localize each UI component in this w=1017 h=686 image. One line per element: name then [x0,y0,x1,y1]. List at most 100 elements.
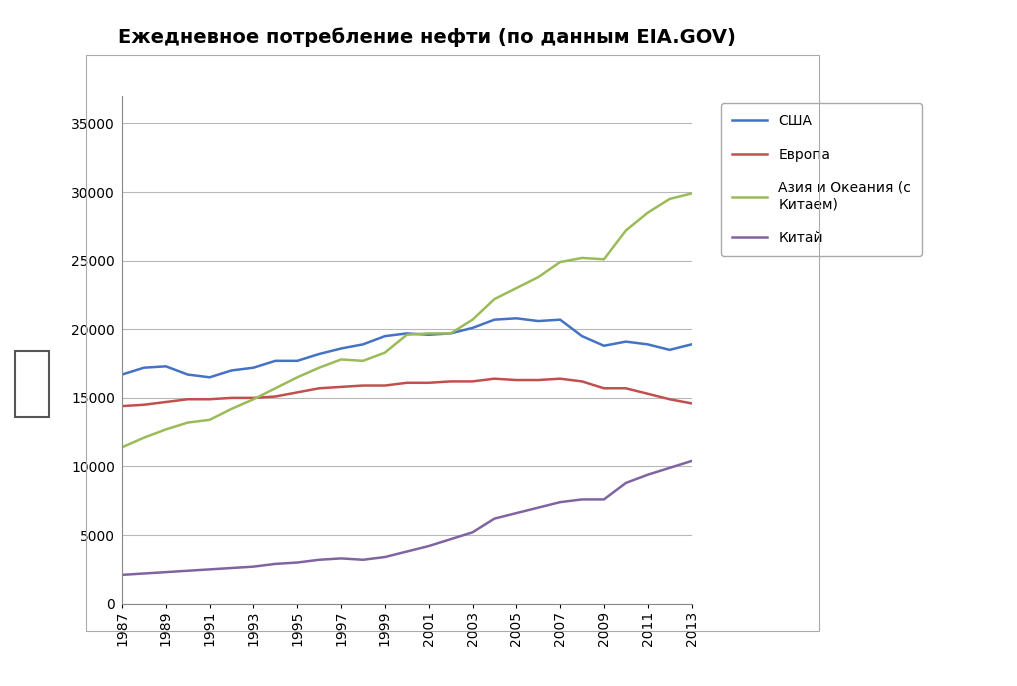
Китай [401,547,413,556]
США [357,340,369,348]
Европа [511,376,523,384]
Азия и Океания (с
Китаем) [313,364,325,372]
Китай [138,569,151,578]
Азия и Океания (с
Китаем) [467,316,479,324]
Европа [488,375,500,383]
Китай [226,564,238,572]
Азия и Океания (с
Китаем) [511,284,523,292]
Европа [335,383,347,391]
Legend: США, Европа, Азия и Океания (с
Китаем), Китай: США, Европа, Азия и Океания (с Китаем), … [721,103,922,256]
Европа [270,392,282,401]
Европа [160,398,172,406]
США [467,324,479,332]
Азия и Океания (с
Китаем) [488,295,500,303]
Азия и Океания (с
Китаем) [619,226,632,235]
Азия и Океания (с
Китаем) [444,329,457,338]
Китай [378,553,391,561]
Китай [619,479,632,487]
Азия и Океания (с
Китаем) [203,416,216,424]
Азия и Океания (с
Китаем) [685,189,698,198]
Китай [423,542,435,550]
Азия и Океания (с
Китаем) [116,443,128,451]
Азия и Океания (с
Китаем) [642,209,654,217]
Line: США: США [122,318,692,377]
Европа [444,377,457,386]
Азия и Океания (с
Китаем) [423,329,435,338]
Line: Европа: Европа [122,379,692,406]
Китай [357,556,369,564]
Китай [663,464,675,472]
Text: Ежедневное потребление нефти (по данным EIA.GOV): Ежедневное потребление нефти (по данным … [118,27,736,47]
Азия и Океания (с
Китаем) [138,434,151,442]
Азия и Океания (с
Китаем) [598,255,610,263]
Азия и Океания (с
Китаем) [532,273,544,281]
Китай [488,514,500,523]
Азия и Океания (с
Китаем) [270,384,282,392]
США [619,338,632,346]
США [270,357,282,365]
Line: Азия и Океания (с
Китаем): Азия и Океания (с Китаем) [122,193,692,447]
Азия и Океания (с
Китаем) [357,357,369,365]
Азия и Океания (с
Китаем) [160,425,172,434]
Китай [511,509,523,517]
Европа [203,395,216,403]
США [226,366,238,375]
Европа [313,384,325,392]
Китай [532,504,544,512]
США [532,317,544,325]
Китай [444,535,457,543]
Европа [598,384,610,392]
США [182,370,194,379]
Китай [160,568,172,576]
Bar [15,351,49,417]
Азия и Океания (с
Китаем) [663,195,675,203]
США [663,346,675,354]
Европа [576,377,588,386]
США [116,370,128,379]
США [335,344,347,353]
Европа [357,381,369,390]
Европа [532,376,544,384]
Европа [182,395,194,403]
США [642,340,654,348]
Китай [642,471,654,479]
США [488,316,500,324]
США [444,329,457,338]
Европа [116,402,128,410]
Европа [663,395,675,403]
Европа [423,379,435,387]
Китай [685,457,698,465]
США [423,331,435,339]
Китай [576,495,588,504]
Азия и Океания (с
Китаем) [378,348,391,357]
Китай [270,560,282,568]
США [138,364,151,372]
Европа [378,381,391,390]
Европа [138,401,151,409]
Европа [554,375,566,383]
Азия и Океания (с
Китаем) [291,373,303,381]
США [554,316,566,324]
Европа [226,394,238,402]
Китай [247,563,259,571]
Line: Китай: Китай [122,461,692,575]
Европа [247,394,259,402]
Азия и Океания (с
Китаем) [576,254,588,262]
Азия и Океания (с
Китаем) [226,405,238,413]
Китай [116,571,128,579]
Европа [291,388,303,397]
США [203,373,216,381]
США [378,332,391,340]
Европа [467,377,479,386]
США [247,364,259,372]
США [685,340,698,348]
США [291,357,303,365]
Азия и Океания (с
Китаем) [247,395,259,403]
США [598,342,610,350]
США [313,350,325,358]
Китай [182,567,194,575]
Азия и Океания (с
Китаем) [335,355,347,364]
США [160,362,172,370]
Китай [335,554,347,563]
США [401,329,413,338]
